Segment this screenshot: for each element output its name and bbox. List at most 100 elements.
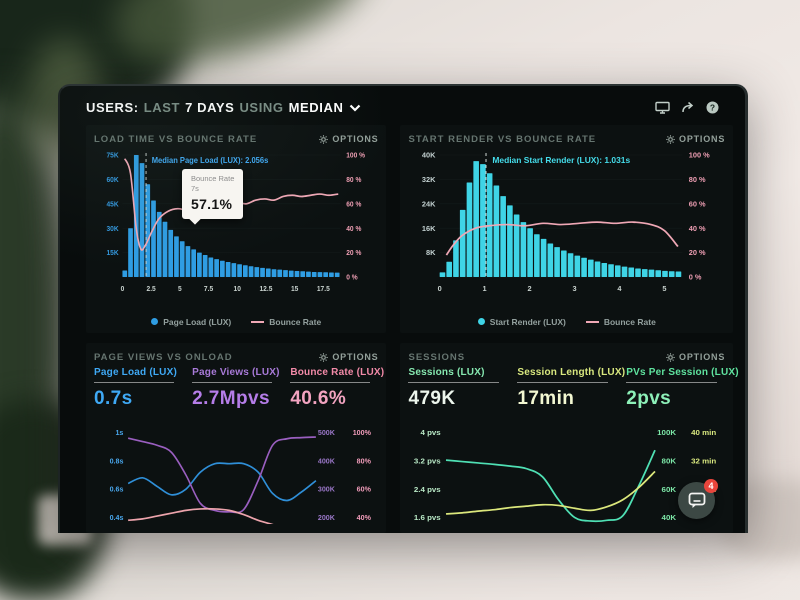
y-axis-tick-left: 32K	[422, 175, 436, 184]
y-axis-tick-left: 0.6s	[110, 485, 124, 494]
x-axis-tick: 5	[663, 284, 667, 293]
legend-dot-swatch	[477, 318, 485, 325]
start-render-chart[interactable]: Median Start Render (LUX): 1.031s 40K 32K 2…	[408, 149, 725, 309]
page-views-onload-chart[interactable]: 1s 500K 100% 0.8s 400K 80% 0.6s 300K 60% 0.4s 200K…	[94, 414, 378, 533]
series-line	[446, 449, 657, 523]
help-icon[interactable]: ?	[706, 101, 719, 114]
x-axis-tick: 2.5	[147, 286, 156, 293]
options-button[interactable]: OPTIONS	[319, 134, 378, 144]
last-label: LAST	[143, 100, 181, 115]
chat-widget-button[interactable]: 4	[678, 479, 718, 519]
metric-bounce-rate: Bounce Rate (LUX) 40.6%	[290, 367, 385, 409]
y-axis-tick-right: 80 %	[689, 175, 706, 184]
panel-title: SESSIONS	[408, 351, 466, 363]
metric-underline	[626, 382, 718, 383]
y-axis-tick-right-2: 80%	[357, 456, 372, 465]
metrics-row: Page Load (LUX) 0.7s Page Views (LUX) 2.…	[94, 367, 385, 410]
metric-underline	[408, 382, 500, 383]
laptop-screen: USERS: LAST 7 DAYS USING MEDIAN ? LOAD T…	[58, 84, 748, 533]
dashboard: USERS: LAST 7 DAYS USING MEDIAN ? LOAD T…	[60, 86, 745, 533]
tooltip-value: 57.1%	[191, 195, 233, 212]
median-label: MEDIAN	[288, 100, 344, 115]
y-axis-tick-left: 2.4 pvs	[414, 485, 441, 494]
using-label: USING	[239, 100, 284, 115]
y-axis-tick-right-1: 80K	[662, 457, 677, 466]
panel-page-views-vs-onload: PAGE VIEWS VS ONLOAD OPTIONS Page Load (…	[86, 343, 387, 533]
y-axis-tick-left: 8K	[426, 248, 436, 257]
y-axis-tick-right-1: 40K	[662, 513, 677, 522]
days-label: 7 DAYS	[185, 100, 235, 115]
chart-legend: Start Render (LUX) Bounce Rate	[408, 314, 725, 329]
options-button[interactable]: OPTIONS	[319, 352, 378, 362]
panel-grid: LOAD TIME VS BOUNCE RATE OPTIONS Median …	[86, 125, 739, 533]
y-axis-tick-left: 1.6 pvs	[414, 513, 441, 522]
options-button[interactable]: OPTIONS	[666, 134, 725, 144]
y-axis-tick-left: 30K	[106, 226, 118, 233]
y-axis-tick-left: 45K	[106, 201, 118, 208]
chart-tooltip: Bounce Rate 7s 57.1%	[182, 169, 244, 219]
x-axis-tick: 3	[573, 284, 577, 293]
tooltip-x-value: 7s	[191, 183, 199, 193]
y-axis-tick-right: 100 %	[689, 151, 711, 160]
x-axis-tick: 1	[483, 284, 487, 293]
x-axis-tick: 10	[234, 286, 242, 293]
chat-unread-badge: 4	[704, 479, 718, 493]
y-axis-tick-right: 40 %	[689, 224, 706, 233]
panel-title: START RENDER VS BOUNCE RATE	[408, 133, 597, 145]
share-arrow-icon[interactable]	[681, 101, 695, 114]
y-axis-tick-left: 16K	[422, 224, 436, 233]
x-axis-tick: 17.5	[317, 286, 330, 293]
panel-load-time-vs-bounce-rate: LOAD TIME VS BOUNCE RATE OPTIONS Median …	[86, 125, 387, 333]
metric-underline	[192, 382, 273, 383]
y-axis-tick-left: 0.4s	[110, 513, 124, 522]
metric-page-load: Page Load (LUX) 0.7s	[94, 367, 178, 409]
metric-underline	[290, 382, 371, 383]
panel-title: PAGE VIEWS VS ONLOAD	[94, 351, 233, 363]
y-axis-tick-left: 40K	[422, 151, 436, 160]
legend-item: Bounce Rate	[585, 317, 656, 327]
chart-legend: Page Load (LUX) Bounce Rate	[94, 314, 378, 329]
x-axis-tick: 12.5	[259, 286, 272, 293]
options-button[interactable]: OPTIONS	[666, 352, 725, 362]
metric-sessions: Sessions (LUX) 479K	[408, 367, 507, 410]
legend-line-swatch	[251, 320, 265, 323]
tooltip-series: Bounce Rate	[191, 174, 235, 183]
series-line	[446, 470, 657, 515]
y-axis-tick-right-1: 300K	[318, 485, 336, 494]
load-time-chart[interactable]: Median Page Load (LUX): 2.056s 75K 60K 45K 3…	[94, 149, 378, 309]
legend-line-swatch	[585, 320, 599, 323]
x-axis-tick: 7.5	[204, 286, 213, 293]
legend-dot-swatch	[151, 318, 159, 325]
metric-underline	[517, 382, 609, 383]
panel-start-render-vs-bounce-rate: START RENDER VS BOUNCE RATE OPTIONS Medi…	[400, 125, 734, 333]
dashboard-scope-selector[interactable]: USERS: LAST 7 DAYS USING MEDIAN	[86, 100, 361, 115]
y-axis-tick-right-2: 60%	[357, 485, 372, 494]
y-axis-tick-right-2: 40%	[357, 513, 372, 522]
sessions-chart[interactable]: 4 pvs 100K 40 min 3.2 pvs 80K 32 min 2.4 pvs 60…	[408, 414, 725, 524]
series-line	[127, 436, 316, 514]
metric-page-views: Page Views (LUX) 2.7Mpvs	[192, 367, 280, 409]
panel-title: LOAD TIME VS BOUNCE RATE	[94, 133, 258, 145]
series-line	[127, 462, 317, 502]
y-axis-tick-left: 0.8s	[110, 456, 124, 465]
histogram-bars	[440, 161, 682, 278]
chat-bubble-icon	[688, 492, 705, 508]
x-axis-tick: 2	[528, 284, 532, 293]
y-axis-tick-left: 4 pvs	[421, 428, 441, 437]
y-axis-tick-right-1: 60K	[662, 485, 677, 494]
y-axis-tick-right: 80 %	[346, 177, 361, 184]
y-axis-tick-right-2: 40 min	[692, 428, 717, 437]
metrics-row: Sessions (LUX) 479K Session Length (LUX)…	[408, 367, 739, 410]
y-axis-tick-left: 24K	[422, 200, 436, 209]
options-label: OPTIONS	[332, 134, 379, 144]
legend-item: Bounce Rate	[251, 317, 321, 327]
bounce-rate-line	[446, 221, 680, 256]
y-axis-tick-left: 3.2 pvs	[414, 457, 441, 466]
y-axis-tick-right-1: 400K	[318, 456, 336, 465]
x-axis-tick: 5	[178, 286, 182, 293]
y-axis-tick-right-1: 100K	[658, 428, 677, 437]
gear-icon	[319, 134, 329, 144]
median-annotation: Median Page Load (LUX): 2.056s	[152, 156, 269, 165]
y-axis-tick-left: 60K	[106, 177, 118, 184]
monitor-icon[interactable]	[655, 101, 670, 114]
